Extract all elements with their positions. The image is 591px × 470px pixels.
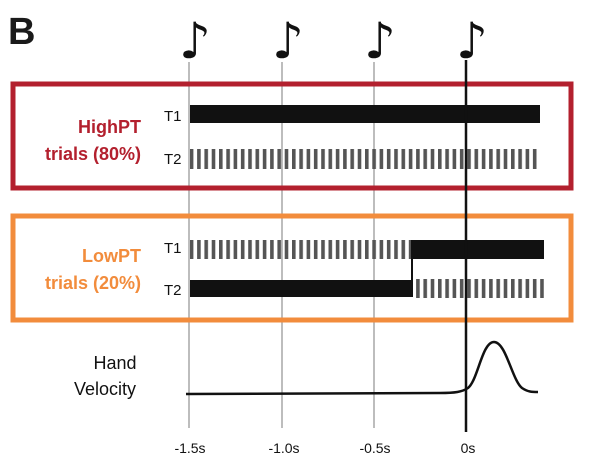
low-pt-box: LowPT trials (20%) T1 T2 (10, 213, 574, 323)
time-axis: -1.5s -1.0s -0.5s 0s (174, 440, 475, 456)
note-markers: ♪ ♪ ♪ ♪ (179, 12, 488, 70)
low-t2-stripes (414, 279, 544, 298)
low-pt-subtitle: trials (20%) (45, 273, 141, 293)
high-pt-subtitle: trials (80%) (45, 144, 141, 164)
tick-label: -1.5s (174, 440, 205, 456)
eighth-note-icon: ♪ (179, 12, 211, 70)
high-pt-title: HighPT (78, 117, 141, 137)
high-pt-box: HighPT trials (80%) T1 T2 (10, 81, 574, 191)
velocity-label-line1: Hand (93, 353, 136, 373)
high-t1-label: T1 (164, 108, 182, 125)
tick-label: 0s (461, 440, 476, 456)
hand-velocity-curve (185, 340, 539, 396)
low-t1-label: T1 (164, 240, 182, 257)
eighth-note-icon: ♪ (272, 12, 304, 70)
eighth-note-icon: ♪ (456, 12, 488, 70)
eighth-note-icon: ♪ (364, 12, 396, 70)
high-t2-stripes (190, 149, 540, 169)
high-t1-bar (190, 105, 540, 123)
velocity-label-line2: Velocity (74, 379, 136, 399)
low-t2-bar (190, 280, 412, 297)
low-pt-frame (10, 213, 574, 323)
tick-label: -0.5s (359, 440, 390, 456)
low-t1-bar (412, 240, 544, 259)
tick-label: -1.0s (268, 440, 299, 456)
low-pt-title: LowPT (82, 246, 141, 266)
high-pt-frame (10, 81, 574, 191)
low-t1-stripes (190, 240, 412, 259)
low-t2-label: T2 (164, 282, 182, 299)
high-t2-label: T2 (164, 151, 182, 168)
panel-letter: B (8, 11, 35, 53)
